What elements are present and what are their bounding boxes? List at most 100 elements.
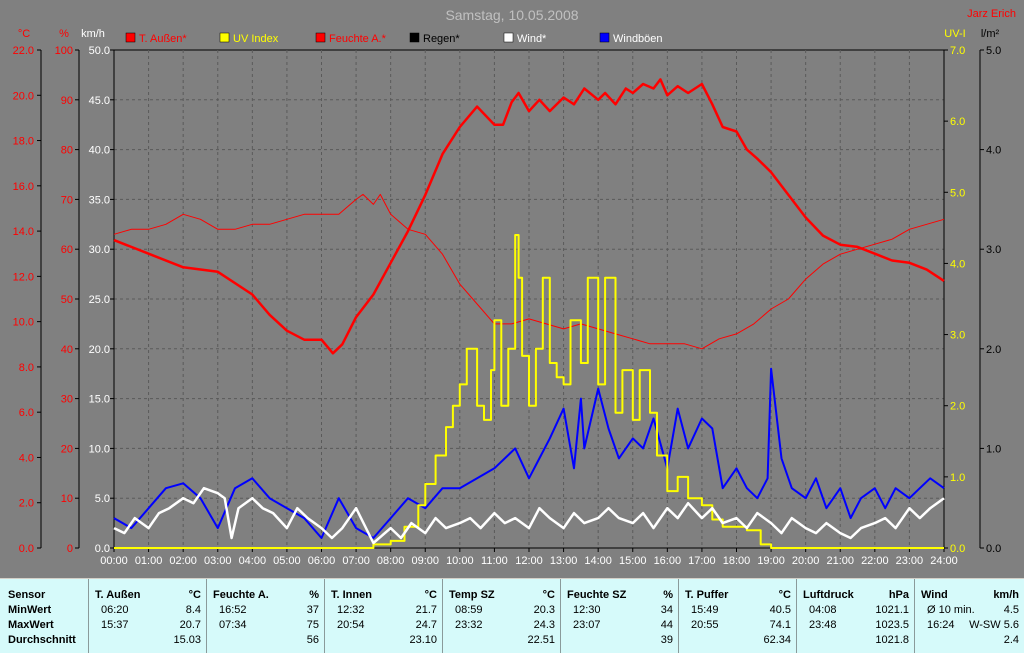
axis-tick-label: 0.0 bbox=[986, 543, 1001, 555]
axis-tick-label: 8.0 bbox=[19, 362, 34, 374]
series-line bbox=[113, 486, 945, 545]
stats-max-time: 16:24 bbox=[927, 619, 955, 631]
legend-label: Windböen bbox=[613, 33, 663, 45]
stats-min-value: 34 bbox=[660, 604, 673, 616]
axis-tick-label: 40.0 bbox=[89, 145, 110, 157]
axis-tick-label: 5.0 bbox=[986, 45, 1001, 57]
x-axis-tick-label: 20:00 bbox=[792, 555, 820, 567]
stats-row-label: MinWert bbox=[8, 604, 52, 616]
series-line bbox=[113, 193, 945, 350]
axis-tick-label: 25.0 bbox=[89, 294, 110, 306]
stats-row-label: Durchschnitt bbox=[8, 634, 76, 646]
stats-max-time: 20:55 bbox=[691, 619, 719, 631]
stats-col-header: Wind bbox=[921, 589, 948, 601]
axis-tick-label: 6.0 bbox=[19, 407, 34, 419]
axis-tick-label: 0.0 bbox=[950, 543, 965, 555]
stats-col: Feuchte SZ% 12:30 34 23:07 44 39 bbox=[560, 579, 679, 653]
x-axis-tick-label: 07:00 bbox=[342, 555, 370, 567]
axis-tick-label: 2.0 bbox=[986, 344, 1001, 356]
x-axis-tick-label: 05:00 bbox=[273, 555, 301, 567]
stats-average: 15.03 bbox=[173, 634, 201, 646]
axis-tick-label: 20 bbox=[61, 443, 73, 455]
stats-col-unit: km/h bbox=[993, 589, 1019, 601]
legend-swatch bbox=[599, 32, 610, 43]
x-axis-tick-label: 11:00 bbox=[481, 555, 508, 567]
stats-min-time: 16:52 bbox=[219, 604, 247, 616]
stats-min-value: 1021.1 bbox=[875, 604, 909, 616]
axis-tick-label: 50.0 bbox=[89, 45, 110, 57]
stats-max-time: 07:34 bbox=[219, 619, 247, 631]
stats-col: T. Innen °C 12:32 21.7 20:54 24.7 23.10 bbox=[324, 579, 443, 653]
axis-tick-label: 14.0 bbox=[13, 226, 34, 238]
stats-max-value: 24.7 bbox=[415, 619, 437, 631]
stats-col-unit: °C bbox=[542, 589, 555, 601]
stats-min-time: 06:20 bbox=[101, 604, 129, 616]
axis-tick-label: 1.0 bbox=[950, 472, 965, 484]
stats-col: Feuchte A.% 16:52 37 07:34 75 56 bbox=[206, 579, 325, 653]
legend-swatch bbox=[503, 32, 514, 43]
stats-min-time: 12:30 bbox=[573, 604, 601, 616]
stats-col-header: Luftdruck bbox=[803, 589, 854, 601]
stats-col-header: T. Puffer bbox=[685, 589, 729, 601]
axis-tick-label: 70 bbox=[61, 194, 73, 206]
stats-row-label: MaxWert bbox=[8, 619, 54, 631]
series-line bbox=[113, 78, 945, 355]
stats-max-value: 44 bbox=[660, 619, 673, 631]
stats-max-value: 1023.5 bbox=[875, 619, 909, 631]
stats-max-time: 23:07 bbox=[573, 619, 601, 631]
axis-tick-label: 5.0 bbox=[95, 493, 110, 505]
stats-max-value: W-SW 5.6 bbox=[969, 619, 1019, 631]
stats-max-value: 20.7 bbox=[179, 619, 201, 631]
stats-max-value: 24.3 bbox=[533, 619, 555, 631]
legend-label: UV Index bbox=[233, 33, 279, 45]
axis-tick-label: 30 bbox=[61, 394, 73, 406]
chart-title: Samstag, 10.05.2008 bbox=[445, 7, 578, 23]
stats-average: 22.51 bbox=[527, 634, 555, 646]
stats-col-header: T. Innen bbox=[331, 589, 372, 601]
x-axis-tick-label: 16:00 bbox=[654, 555, 682, 567]
stats-min-value: 8.4 bbox=[185, 604, 201, 616]
axis-tick-label: 50 bbox=[61, 294, 73, 306]
stats-min-value: 37 bbox=[306, 604, 319, 616]
x-axis-tick-label: 06:00 bbox=[308, 555, 336, 567]
stats-col-unit: hPa bbox=[888, 589, 909, 601]
stats-max-value: 74.1 bbox=[769, 619, 791, 631]
axis-tick-label: 15.0 bbox=[89, 394, 110, 406]
stats-average: 56 bbox=[306, 634, 319, 646]
weather-chart: Samstag, 10.05.2008 Jarz Erich T. Außen* UV… bbox=[0, 0, 1024, 578]
stats-min-value: 20.3 bbox=[533, 604, 555, 616]
stats-col-header: Feuchte A. bbox=[213, 589, 269, 601]
axis-tick-label: 2.0 bbox=[950, 401, 965, 413]
stats-average: 62.34 bbox=[763, 634, 791, 646]
axis-tick-label: 1.0 bbox=[986, 443, 1001, 455]
axis-tick-label: 20.0 bbox=[13, 90, 34, 102]
stats-min-value: 4.5 bbox=[1003, 604, 1019, 616]
stats-max-time: 23:32 bbox=[455, 619, 483, 631]
axis-unit-uv: UV-I bbox=[944, 28, 965, 40]
x-axis-tick-label: 21:00 bbox=[826, 555, 854, 567]
stats-col-unit: % bbox=[663, 589, 673, 601]
axis-unit-rain: l/m² bbox=[981, 28, 1000, 40]
axis-tick-label: 30.0 bbox=[89, 244, 110, 256]
x-axis-tick-label: 14:00 bbox=[584, 555, 612, 567]
x-axis-tick-label: 09:00 bbox=[411, 555, 439, 567]
stats-min-time: 15:49 bbox=[691, 604, 719, 616]
axis-tick-label: 12.0 bbox=[13, 271, 34, 283]
axis-tick-label: 10.0 bbox=[13, 317, 34, 329]
stats-col-unit: °C bbox=[778, 589, 791, 601]
series-line bbox=[114, 234, 944, 549]
legend-swatch bbox=[409, 32, 420, 43]
x-axis-tick-label: 08:00 bbox=[377, 555, 405, 567]
axis-tick-label: 7.0 bbox=[950, 45, 965, 57]
x-axis-tick-label: 23:00 bbox=[896, 555, 924, 567]
legend-label: Feuchte A.* bbox=[329, 33, 387, 45]
axis-tick-label: 16.0 bbox=[13, 181, 34, 193]
axis-tick-label: 0.0 bbox=[19, 543, 34, 555]
stats-average: 2.4 bbox=[1003, 634, 1019, 646]
axis-tick-label: 60 bbox=[61, 244, 73, 256]
axis-tick-label: 22.0 bbox=[13, 45, 34, 57]
x-axis-tick-label: 18:00 bbox=[723, 555, 751, 567]
stats-max-time: 20:54 bbox=[337, 619, 365, 631]
stats-col-unit: °C bbox=[188, 589, 201, 601]
stats-max-value: 75 bbox=[306, 619, 319, 631]
